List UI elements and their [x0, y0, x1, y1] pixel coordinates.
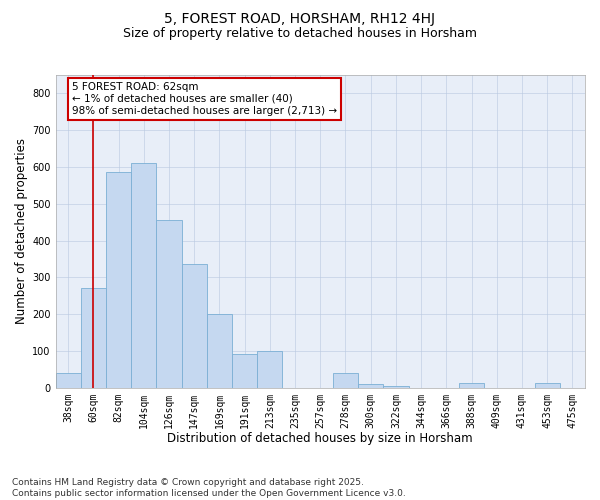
Y-axis label: Number of detached properties: Number of detached properties	[15, 138, 28, 324]
Bar	[383, 386, 409, 388]
Bar	[459, 384, 484, 388]
Text: Size of property relative to detached houses in Horsham: Size of property relative to detached ho…	[123, 28, 477, 40]
Bar	[333, 373, 358, 388]
Bar	[157, 220, 182, 388]
Bar	[535, 384, 560, 388]
Bar	[106, 172, 131, 388]
Bar	[232, 354, 257, 388]
Bar	[182, 264, 207, 388]
X-axis label: Distribution of detached houses by size in Horsham: Distribution of detached houses by size …	[167, 432, 473, 445]
Bar	[257, 351, 283, 388]
Bar	[56, 373, 81, 388]
Text: Contains HM Land Registry data © Crown copyright and database right 2025.
Contai: Contains HM Land Registry data © Crown c…	[12, 478, 406, 498]
Bar	[131, 164, 157, 388]
Bar	[81, 288, 106, 388]
Text: 5, FOREST ROAD, HORSHAM, RH12 4HJ: 5, FOREST ROAD, HORSHAM, RH12 4HJ	[164, 12, 436, 26]
Bar	[207, 314, 232, 388]
Text: 5 FOREST ROAD: 62sqm
← 1% of detached houses are smaller (40)
98% of semi-detach: 5 FOREST ROAD: 62sqm ← 1% of detached ho…	[72, 82, 337, 116]
Bar	[358, 384, 383, 388]
